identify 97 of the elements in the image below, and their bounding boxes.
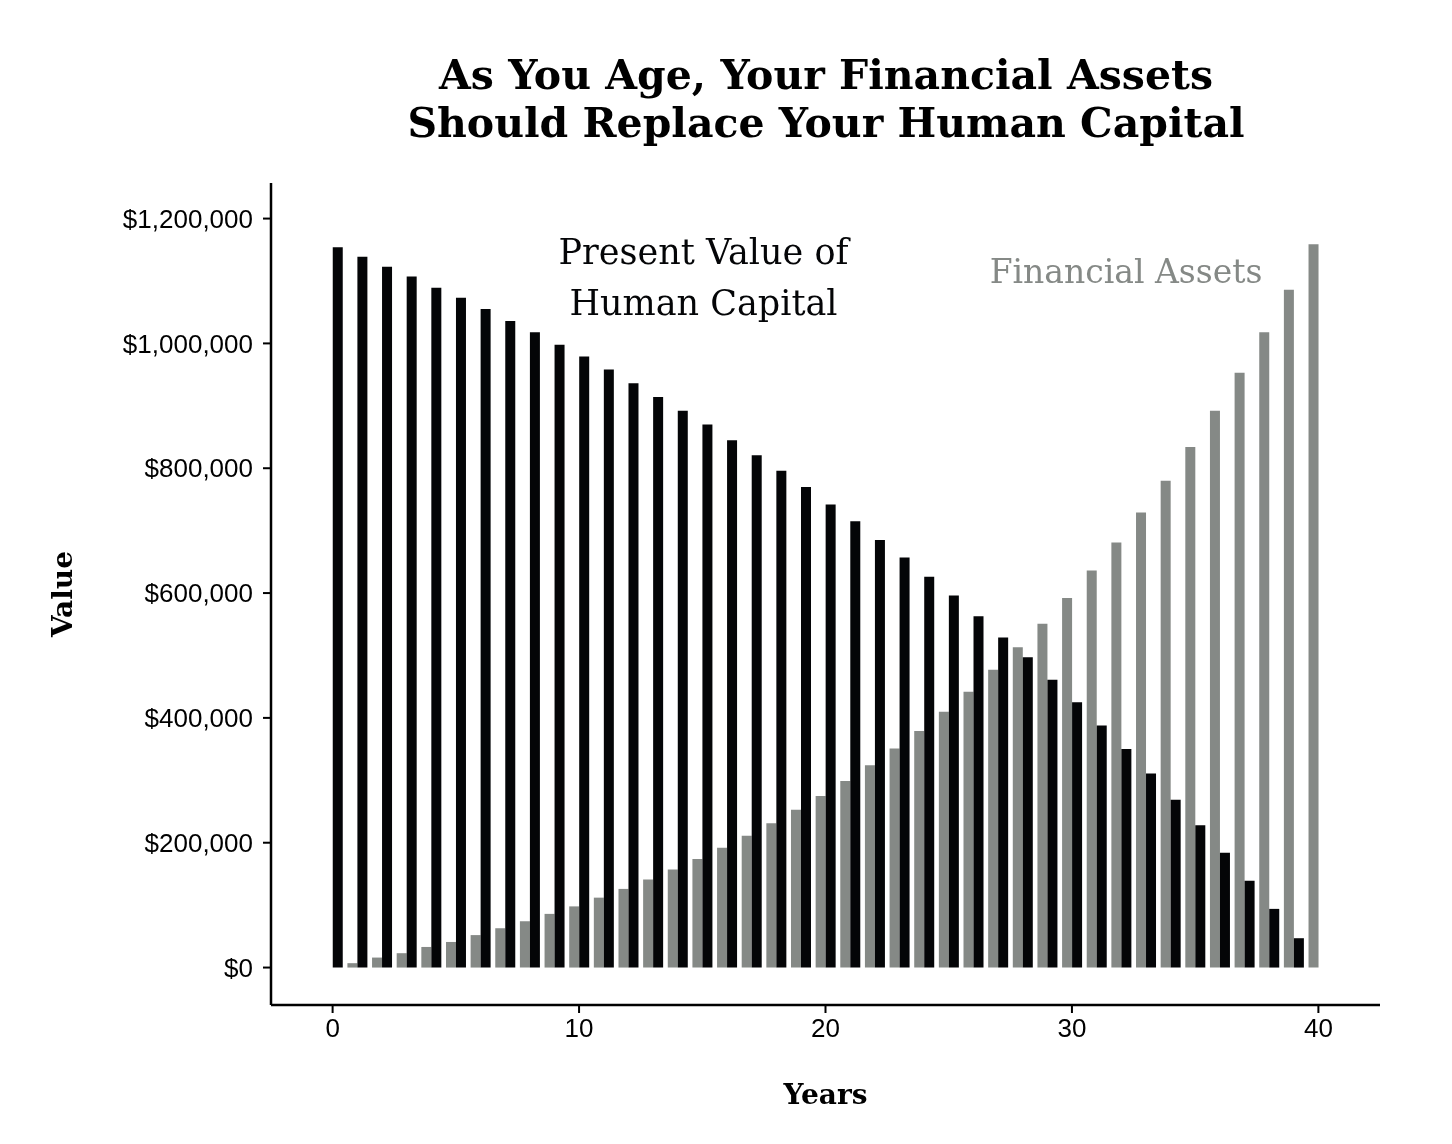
bar [431, 287, 442, 968]
series-label: Present Value of Human Capital [557, 231, 852, 326]
bar [505, 320, 516, 968]
bar [529, 332, 540, 968]
bar [1022, 657, 1033, 968]
bar [579, 356, 590, 968]
bar [815, 795, 826, 968]
bar [998, 637, 1009, 968]
bar [924, 576, 935, 968]
bar [382, 266, 393, 968]
y-tick-label: $1,200,000 [122, 203, 253, 234]
bar [455, 297, 466, 968]
bar [840, 780, 851, 968]
x-tick-label: 0 [325, 1013, 340, 1044]
x-tick-label: 10 [564, 1013, 594, 1044]
bar [938, 711, 949, 968]
bar [899, 557, 910, 968]
bar [519, 921, 530, 968]
bar [1047, 679, 1058, 968]
bar [569, 906, 580, 968]
bar [470, 935, 481, 968]
bar [357, 256, 368, 968]
bar [692, 858, 703, 968]
bar [973, 616, 984, 968]
bar [1062, 598, 1073, 968]
bar [1037, 623, 1048, 968]
bar [653, 397, 664, 968]
bar [948, 595, 959, 968]
bar [445, 941, 456, 968]
bar [603, 369, 614, 968]
bar [372, 957, 383, 968]
x-tick-label: 30 [1057, 1013, 1087, 1044]
bar [776, 470, 787, 968]
bar [1293, 938, 1304, 968]
y-tick-label: $200,000 [144, 827, 253, 858]
bar [801, 486, 811, 968]
bar [643, 879, 654, 968]
bar [825, 504, 836, 968]
bar [554, 344, 565, 968]
bar [988, 669, 999, 968]
bar [1308, 244, 1319, 968]
bar [1219, 852, 1230, 968]
bar [677, 410, 688, 968]
bar [618, 888, 629, 968]
bar [1170, 799, 1181, 968]
bar [727, 440, 738, 968]
bar [667, 869, 678, 968]
bar [1283, 289, 1294, 968]
bar [1185, 447, 1196, 968]
bar [544, 913, 555, 968]
bar [864, 765, 875, 968]
bar [1121, 749, 1132, 968]
bar [1269, 908, 1280, 968]
x-axis-title: Years [782, 1077, 868, 1111]
bar [1096, 725, 1107, 968]
bar [421, 946, 432, 968]
bar [332, 247, 343, 968]
bar [889, 748, 900, 968]
bar [850, 521, 861, 968]
bar [702, 424, 713, 968]
bar [1111, 542, 1122, 968]
bar [751, 455, 762, 968]
bar [874, 540, 885, 968]
bar [741, 835, 752, 968]
bar [593, 897, 604, 968]
bar [495, 928, 506, 968]
bar [1195, 825, 1206, 968]
chart-title: As You Age, Your Financial Assets Should Replace Your Human Capital [406, 51, 1246, 149]
bar [406, 276, 417, 968]
bar [1072, 702, 1083, 968]
bar [914, 731, 925, 968]
bar [1012, 647, 1023, 968]
bar [791, 809, 801, 968]
x-tick-label: 40 [1303, 1013, 1333, 1044]
bar [1146, 773, 1157, 968]
bar [717, 847, 728, 968]
bar [1234, 372, 1245, 968]
series-label: Financial Assets [989, 250, 1263, 293]
y-tick-label: $400,000 [144, 703, 253, 734]
bar [963, 691, 974, 968]
bar [480, 309, 491, 968]
bar [1209, 410, 1220, 968]
bar [766, 823, 777, 968]
bar [1160, 480, 1171, 968]
y-tick-label: $800,000 [144, 453, 253, 484]
bar [1136, 512, 1147, 968]
y-tick-label: $1,000,000 [122, 328, 253, 359]
bar [628, 383, 639, 968]
y-tick-label: $600,000 [144, 578, 253, 609]
y-axis-title: Value [45, 550, 79, 639]
bar [396, 953, 407, 968]
y-tick-label: $0 [224, 952, 253, 983]
bar [1244, 880, 1255, 968]
bar [1086, 570, 1097, 968]
bar [1259, 332, 1270, 968]
x-tick-label: 20 [811, 1013, 840, 1044]
bar [347, 963, 358, 968]
